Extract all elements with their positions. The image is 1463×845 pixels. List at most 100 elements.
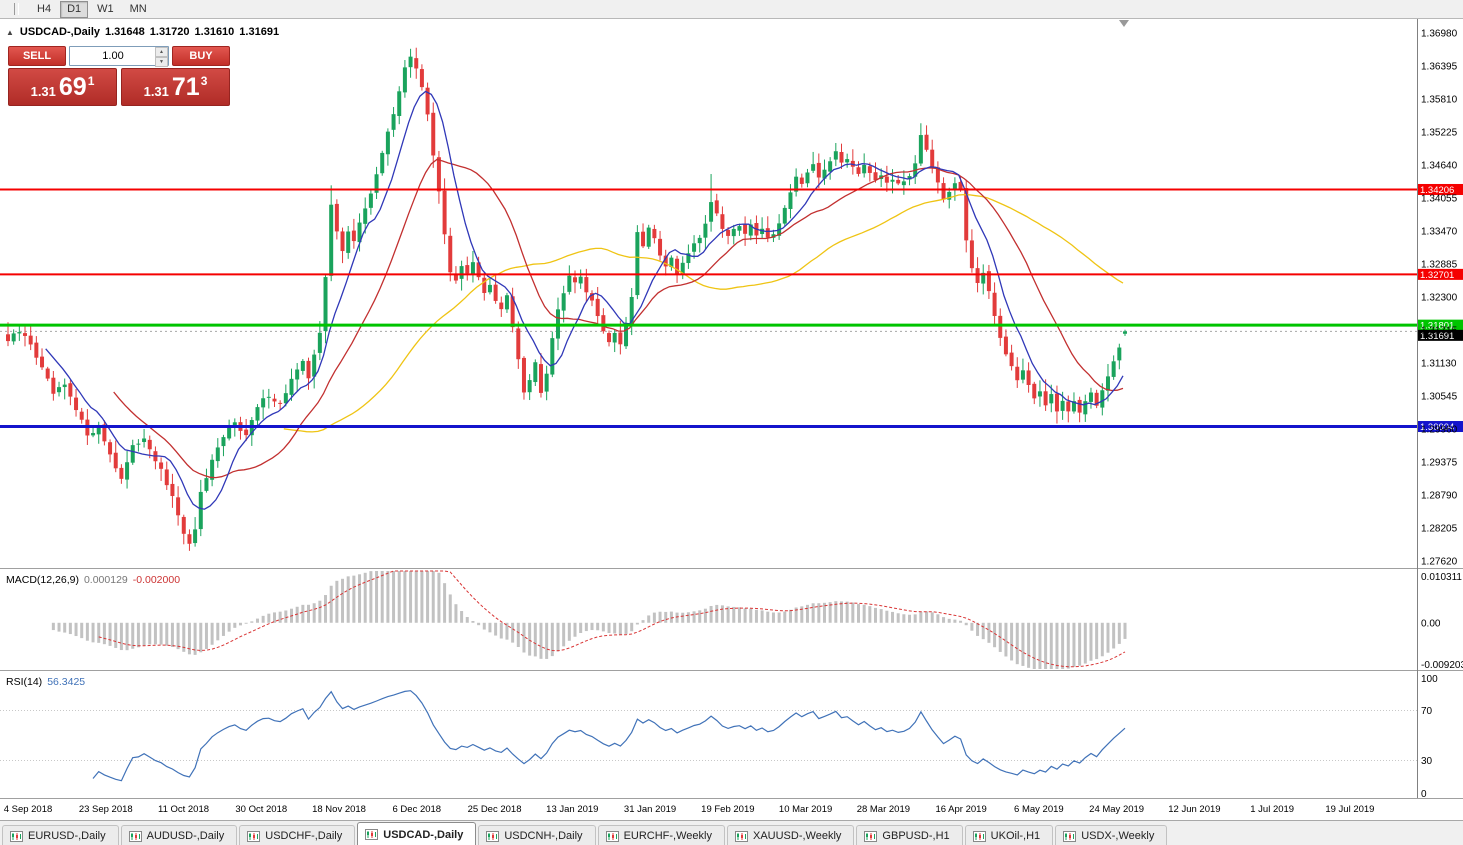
date-axis-label: 11 Oct 2018 bbox=[158, 804, 209, 815]
chart-symbol-period: USDCAD-,Daily bbox=[19, 26, 100, 38]
volume-input[interactable] bbox=[70, 47, 168, 65]
rsi-axis-label: 30 bbox=[1421, 756, 1433, 767]
tab-label: USDCNH-,Daily bbox=[504, 830, 583, 842]
horizontal-lines: 1.34206 1.32701 1.31801 1.30004 bbox=[0, 183, 1463, 433]
date-axis-label: 19 Jul 2019 bbox=[1325, 804, 1374, 815]
date-axis-label: 23 Sep 2018 bbox=[79, 804, 133, 815]
sell-button[interactable]: SELL bbox=[8, 46, 66, 66]
price-axis-label: 1.31130 bbox=[1421, 359, 1457, 370]
ma-fast-line bbox=[45, 90, 1124, 510]
chart-icon bbox=[365, 829, 379, 840]
ask-price-tile[interactable]: 1.31 71 3 bbox=[121, 68, 230, 106]
tab-eurusd-daily[interactable]: EURUSD-,Daily bbox=[2, 825, 119, 845]
price-axis-label: 1.35225 bbox=[1421, 128, 1458, 139]
volume-up-icon[interactable]: ▲ bbox=[155, 47, 168, 57]
chart-icon bbox=[247, 830, 261, 842]
candlestick-series bbox=[6, 47, 1127, 551]
collapse-arrow-icon[interactable]: ▲ bbox=[6, 28, 14, 37]
price-axis-label: 1.34055 bbox=[1421, 194, 1458, 205]
date-axis-label: 13 Jan 2019 bbox=[546, 804, 598, 815]
macd-main-value: 0.000129 bbox=[83, 574, 128, 586]
tab-usdx-weekly[interactable]: USDX-,Weekly bbox=[1055, 825, 1168, 845]
chart-icon bbox=[1063, 830, 1077, 842]
svg-text:1.31691: 1.31691 bbox=[1420, 331, 1454, 342]
tab-label: EURCHF-,Weekly bbox=[623, 830, 712, 842]
date-axis-label: 18 Nov 2018 bbox=[312, 804, 366, 815]
price-axis: 1.36980 1.36395 1.35810 1.35225 1.34640 1.340… bbox=[1421, 29, 1458, 568]
ohlc-open: 1.31648 bbox=[105, 26, 145, 38]
date-axis-label: 1 Jul 2019 bbox=[1250, 804, 1294, 815]
timeframe-h4[interactable]: H4 bbox=[37, 2, 52, 15]
svg-text:1.34206: 1.34206 bbox=[1420, 185, 1454, 196]
tab-label: AUDUSD-,Daily bbox=[146, 830, 225, 842]
buy-button[interactable]: BUY bbox=[172, 46, 230, 66]
volume-down-icon[interactable]: ▼ bbox=[155, 57, 168, 67]
svg-text:1.32701: 1.32701 bbox=[1420, 270, 1454, 281]
timeframe-w1[interactable]: W1 bbox=[97, 2, 114, 15]
tab-usdchf-daily[interactable]: USDCHF-,Daily bbox=[239, 825, 356, 845]
date-axis-label: 25 Dec 2018 bbox=[468, 804, 522, 815]
date-axis-label: 4 Sep 2018 bbox=[4, 804, 53, 815]
price-axis-label: 1.30545 bbox=[1421, 392, 1458, 403]
tab-audusd-daily[interactable]: AUDUSD-,Daily bbox=[120, 825, 238, 845]
one-click-trading-panel: SELL ▲ ▼ BUY 1.31 69 1 1.31 bbox=[8, 46, 230, 106]
price-axis-label: 1.28790 bbox=[1421, 491, 1458, 502]
macd-signal-value: -0.002000 bbox=[132, 574, 181, 586]
chart-canvas[interactable]: 1.342061.327011.318011.300041.316911.369… bbox=[0, 19, 1463, 820]
ohlc-close: 1.31691 bbox=[239, 26, 280, 38]
tab-label: EURUSD-,Daily bbox=[28, 830, 106, 842]
macd-axis-label: -0.009203 bbox=[1421, 660, 1463, 671]
bid-pips: 69 bbox=[58, 72, 87, 101]
date-axis-label: 30 Oct 2018 bbox=[235, 804, 287, 815]
date-axis-label: 10 Mar 2019 bbox=[779, 804, 832, 815]
tab-usdcnh-daily[interactable]: USDCNH-,Daily bbox=[478, 825, 596, 845]
macd-label: MACD(12,26,9) 0.000129 -0.002000 bbox=[6, 574, 180, 586]
svg-text:1.31801: 1.31801 bbox=[1420, 321, 1454, 332]
price-axis-label: 1.33470 bbox=[1421, 227, 1458, 238]
tab-gbpusd-h1[interactable]: GBPUSD-,H1 bbox=[856, 825, 963, 845]
macd-panel: 0.010311 0.00 -0.009203 bbox=[51, 570, 1463, 671]
price-axis-label: 1.32300 bbox=[1421, 293, 1458, 304]
bid-big-figure: 1.31 bbox=[30, 83, 56, 99]
timeframe-mn[interactable]: MN bbox=[129, 2, 147, 15]
tab-label: USDCAD-,Daily bbox=[383, 828, 464, 841]
price-axis-label: 1.29960 bbox=[1421, 425, 1458, 436]
date-axis-label: 24 May 2019 bbox=[1089, 804, 1144, 815]
hline-price-badge bbox=[1418, 268, 1463, 280]
bid-pipette: 1 bbox=[87, 74, 95, 88]
tab-label: UKOil-,H1 bbox=[990, 830, 1041, 842]
toolbar-grip[interactable] bbox=[14, 3, 19, 15]
price-axis-label: 1.35810 bbox=[1421, 95, 1458, 106]
price-axis-label: 1.29375 bbox=[1421, 458, 1458, 469]
hline-price-badge bbox=[1418, 319, 1463, 331]
tab-label: XAUUSD-,Weekly bbox=[752, 830, 842, 842]
rsi-panel: 100 70 30 0 bbox=[0, 674, 1438, 800]
price-axis-label: 1.31715 bbox=[1421, 326, 1458, 337]
rsi-axis-label: 0 bbox=[1421, 789, 1427, 800]
timeframe-d1[interactable]: D1 bbox=[60, 0, 89, 18]
ma-slow-line bbox=[283, 193, 1124, 433]
price-axis-label: 1.36980 bbox=[1421, 29, 1458, 40]
date-axis-label: 12 Jun 2019 bbox=[1168, 804, 1220, 815]
hline-price-badge bbox=[1418, 183, 1463, 195]
rsi-axis-label: 100 bbox=[1421, 674, 1438, 685]
macd-name: MACD(12,26,9) bbox=[6, 574, 79, 586]
panel-separators bbox=[0, 19, 1463, 799]
tab-eurchf-weekly[interactable]: EURCHF-,Weekly bbox=[597, 825, 725, 845]
ohlc-low: 1.31610 bbox=[194, 26, 235, 38]
chart-icon bbox=[605, 830, 619, 842]
tab-xauusd-weekly[interactable]: XAUUSD-,Weekly bbox=[726, 825, 855, 845]
timeframe-toolbar: H4 D1 W1 MN bbox=[0, 0, 1463, 19]
rsi-name: RSI(14) bbox=[6, 676, 43, 688]
tab-ukoil-h1[interactable]: UKOil-,H1 bbox=[964, 825, 1054, 845]
date-axis-label: 31 Jan 2019 bbox=[624, 804, 676, 815]
ask-pips: 71 bbox=[171, 72, 200, 101]
price-axis-label: 1.36395 bbox=[1421, 62, 1458, 73]
bid-price-tile[interactable]: 1.31 69 1 bbox=[8, 68, 117, 106]
tab-label: GBPUSD-,H1 bbox=[882, 830, 950, 842]
date-axis-label: 6 Dec 2018 bbox=[393, 804, 442, 815]
hline-price-badge bbox=[1418, 421, 1463, 433]
shift-marker-icon bbox=[1118, 20, 1129, 27]
tab-usdcad-daily[interactable]: USDCAD-,Daily bbox=[357, 822, 477, 845]
